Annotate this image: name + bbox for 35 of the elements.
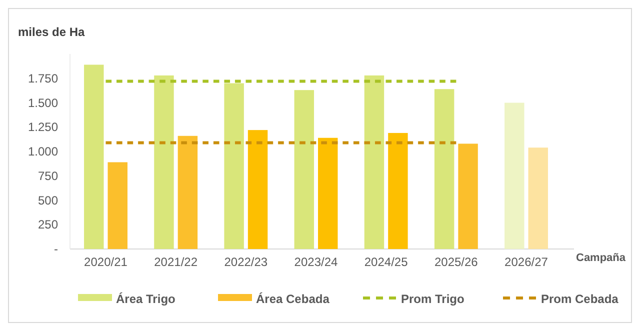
x-tick-label: 2025/26 bbox=[434, 255, 478, 269]
legend-label: Prom Trigo bbox=[401, 292, 464, 306]
x-tick-label: 2021/22 bbox=[154, 255, 198, 269]
x-tick-label: 2022/23 bbox=[224, 255, 268, 269]
bar bbox=[504, 102, 524, 249]
y-tick-label: 1.500 bbox=[28, 96, 58, 110]
legend-label: Área Trigo bbox=[116, 292, 176, 306]
y-axis-title: miles de Ha bbox=[18, 25, 86, 39]
y-tick-label: 1.250 bbox=[28, 120, 58, 134]
x-tick-label: 2020/21 bbox=[84, 255, 128, 269]
bar bbox=[388, 132, 408, 249]
bar bbox=[528, 148, 548, 249]
x-tick-label: 2024/25 bbox=[364, 255, 408, 269]
y-tick-label: 1.000 bbox=[28, 144, 58, 158]
bar bbox=[84, 64, 104, 249]
bar bbox=[434, 89, 454, 249]
bar bbox=[364, 75, 384, 249]
bar bbox=[248, 130, 268, 249]
y-tick-label: 250 bbox=[38, 218, 58, 232]
y-tick-label: 750 bbox=[38, 168, 58, 183]
bar bbox=[294, 90, 314, 249]
legend-label: Área Cebada bbox=[256, 292, 330, 306]
y-tick-label: 1.750 bbox=[28, 71, 58, 86]
x-tick-label: 2026/27 bbox=[504, 255, 548, 269]
bar bbox=[224, 83, 244, 249]
y-tick-label: 500 bbox=[38, 193, 58, 208]
x-tick-label: 2023/24 bbox=[294, 255, 338, 269]
x-axis-title: Campaña bbox=[576, 252, 626, 264]
bar bbox=[154, 75, 174, 249]
legend-label: Prom Cebada bbox=[541, 292, 619, 306]
bar bbox=[458, 144, 478, 249]
y-tick-label: - bbox=[54, 242, 58, 256]
bar bbox=[318, 138, 338, 249]
bar bbox=[178, 136, 198, 249]
bar bbox=[108, 162, 128, 249]
